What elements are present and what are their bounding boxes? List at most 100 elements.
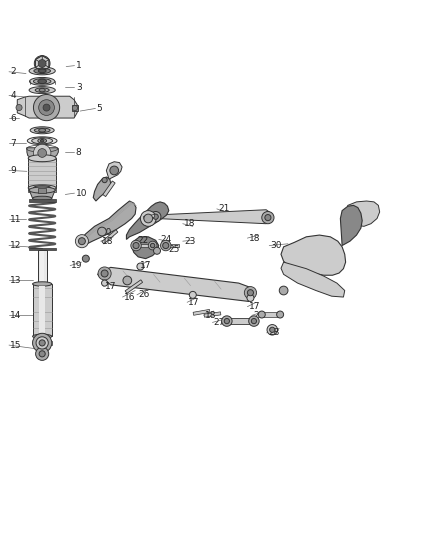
Circle shape [249,316,259,326]
Circle shape [34,55,50,71]
Text: 18: 18 [141,216,153,225]
Text: 10: 10 [76,189,87,198]
Ellipse shape [32,282,52,286]
Circle shape [222,316,232,326]
Bar [137,244,151,247]
Polygon shape [42,55,49,63]
Circle shape [267,325,278,335]
Text: 26: 26 [138,290,150,300]
Circle shape [39,340,45,346]
Ellipse shape [27,137,57,144]
Polygon shape [35,55,42,63]
Text: 13: 13 [11,276,22,285]
Polygon shape [150,210,271,224]
Circle shape [98,227,106,236]
Circle shape [137,263,144,270]
Ellipse shape [39,128,46,132]
Polygon shape [98,268,255,302]
Polygon shape [80,201,136,247]
Circle shape [160,240,171,251]
Circle shape [75,235,88,248]
Text: 17: 17 [140,261,151,270]
Circle shape [153,214,158,220]
Ellipse shape [32,334,52,338]
Circle shape [144,214,152,223]
Text: 29: 29 [253,311,265,320]
Polygon shape [106,161,122,179]
Circle shape [38,60,46,67]
Circle shape [43,104,50,111]
Ellipse shape [28,155,56,161]
Bar [28,187,56,192]
Circle shape [36,337,48,349]
Bar [193,309,210,316]
Polygon shape [35,63,42,71]
Ellipse shape [32,138,53,144]
Polygon shape [281,235,346,275]
Ellipse shape [35,88,49,92]
Polygon shape [35,60,42,67]
Text: 17: 17 [249,302,260,311]
Polygon shape [281,262,345,297]
Circle shape [102,280,108,286]
Circle shape [224,318,230,324]
Circle shape [247,294,254,302]
Text: 11: 11 [11,215,22,224]
Polygon shape [340,205,362,246]
Bar [103,181,115,197]
Circle shape [270,327,275,333]
Text: 18: 18 [184,219,196,228]
Text: 6: 6 [11,114,16,123]
Circle shape [131,240,141,251]
Bar [102,230,118,244]
Polygon shape [27,148,58,157]
Text: 27: 27 [214,318,225,327]
Bar [260,312,281,317]
Circle shape [78,238,85,245]
Circle shape [258,311,265,318]
Bar [144,214,155,219]
Bar [125,280,143,293]
Ellipse shape [38,79,46,84]
Text: 17: 17 [105,281,116,290]
Circle shape [277,311,284,318]
Bar [38,188,46,193]
Polygon shape [93,177,111,201]
Circle shape [251,318,257,324]
Circle shape [110,166,119,175]
Text: 7: 7 [11,139,16,148]
Polygon shape [28,158,56,188]
Circle shape [150,212,161,222]
Polygon shape [42,60,49,67]
Polygon shape [38,250,46,283]
Polygon shape [42,63,49,71]
Circle shape [16,104,22,111]
Circle shape [150,244,155,248]
Ellipse shape [33,79,51,84]
Text: 18: 18 [102,237,113,246]
Ellipse shape [28,185,56,191]
Text: 3: 3 [76,83,81,92]
Bar [225,318,255,324]
Polygon shape [39,286,45,334]
Ellipse shape [32,196,52,200]
Text: 18: 18 [249,233,260,243]
Ellipse shape [29,187,55,193]
Ellipse shape [29,87,55,94]
Polygon shape [132,237,159,259]
Circle shape [82,255,89,262]
Circle shape [247,289,254,296]
Text: 30: 30 [271,241,282,250]
Text: 5: 5 [97,104,102,113]
Text: 4: 4 [11,91,16,100]
Circle shape [98,267,111,280]
Circle shape [102,177,107,183]
Bar [32,341,52,345]
Text: 21: 21 [218,204,230,213]
Polygon shape [32,284,52,336]
Polygon shape [346,201,380,227]
Circle shape [141,211,156,227]
Circle shape [33,94,60,120]
Circle shape [32,333,52,352]
Text: 25: 25 [169,245,180,254]
